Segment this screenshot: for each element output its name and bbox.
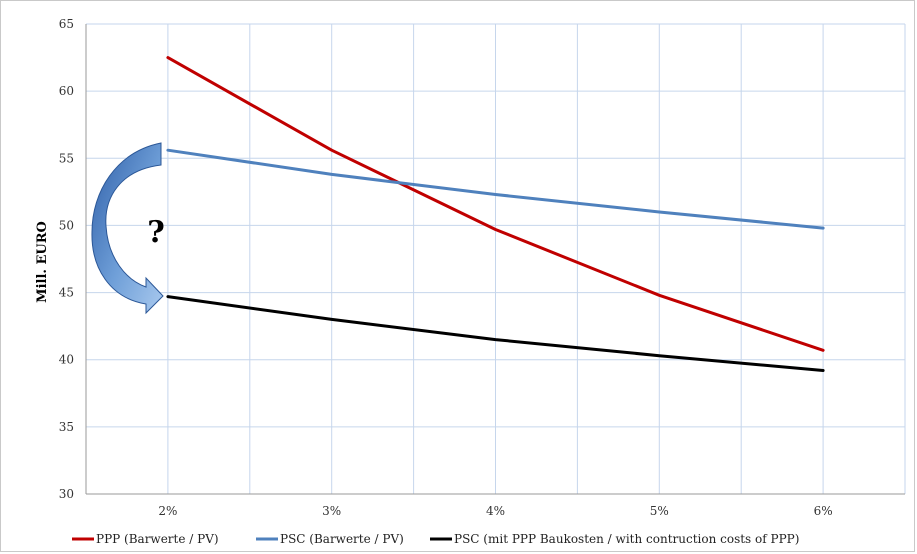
gridlines: [86, 23, 906, 494]
legend-label: PSC (mit PPP Baukosten / with contructio…: [454, 532, 799, 546]
y-tick-label: 65: [59, 17, 74, 31]
y-axis-title: Mill. EURO: [35, 221, 50, 303]
series-lines: [166, 56, 825, 372]
series-line: [166, 56, 825, 352]
x-tick-label: 6%: [814, 504, 833, 518]
curved-arrow-annotation: [91, 142, 164, 315]
y-tick-label: 45: [59, 286, 74, 300]
curved-arrow-icon: [91, 142, 164, 315]
series-line: [166, 148, 825, 230]
y-tick-label: 35: [59, 420, 74, 434]
y-tick-label: 50: [59, 218, 74, 232]
x-tick-label: 5%: [650, 504, 669, 518]
series-line: [166, 295, 825, 372]
x-tick-label: 4%: [486, 504, 505, 518]
legend-label: PPP (Barwerte / PV): [96, 532, 219, 546]
y-tick-label: 60: [59, 84, 74, 98]
legend-label: PSC (Barwerte / PV): [280, 532, 404, 546]
axes: 30 35 40 45 50 55 60 65 2% 3% 4% 5% 6%: [59, 17, 905, 518]
y-tick-label: 30: [59, 487, 74, 501]
question-mark-annotation: ?: [147, 215, 165, 250]
x-tick-label: 2%: [158, 504, 177, 518]
legend: PPP (Barwerte / PV) PSC (Barwerte / PV) PS…: [72, 532, 799, 546]
y-tick-label: 55: [59, 151, 74, 165]
x-tick-label: 3%: [322, 504, 341, 518]
y-tick-label: 40: [59, 353, 74, 367]
